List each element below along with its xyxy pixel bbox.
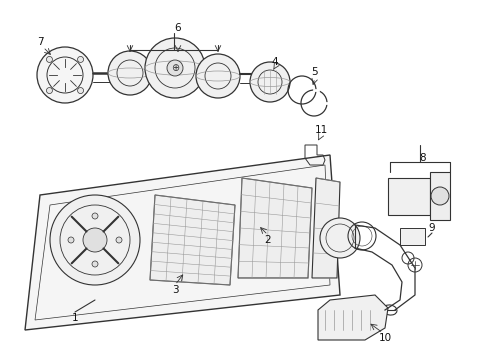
Polygon shape	[399, 228, 424, 245]
Circle shape	[430, 187, 448, 205]
Text: 8: 8	[419, 153, 426, 163]
Circle shape	[196, 54, 240, 98]
Polygon shape	[311, 178, 339, 278]
Text: 5: 5	[311, 67, 318, 77]
Polygon shape	[238, 178, 311, 278]
Text: 9: 9	[428, 223, 434, 233]
Polygon shape	[387, 178, 429, 215]
Text: 1: 1	[72, 313, 78, 323]
Text: 7: 7	[37, 37, 43, 47]
Circle shape	[116, 237, 122, 243]
Text: 11: 11	[314, 125, 327, 135]
Circle shape	[145, 38, 204, 98]
Circle shape	[319, 218, 359, 258]
Text: 4: 4	[271, 57, 278, 67]
Circle shape	[83, 228, 107, 252]
Text: 2: 2	[264, 235, 271, 245]
Circle shape	[249, 62, 289, 102]
Text: 6: 6	[174, 23, 181, 33]
Circle shape	[78, 87, 83, 94]
Circle shape	[68, 237, 74, 243]
Text: ⊕: ⊕	[171, 63, 179, 73]
Circle shape	[92, 213, 98, 219]
Circle shape	[92, 261, 98, 267]
Circle shape	[46, 87, 52, 94]
Circle shape	[37, 47, 93, 103]
Polygon shape	[150, 195, 235, 285]
Circle shape	[108, 51, 152, 95]
Circle shape	[50, 195, 140, 285]
Polygon shape	[25, 155, 339, 330]
Circle shape	[167, 60, 183, 76]
Polygon shape	[429, 172, 449, 220]
Circle shape	[46, 57, 52, 62]
Circle shape	[78, 57, 83, 62]
Polygon shape	[317, 295, 387, 340]
Text: 10: 10	[378, 333, 391, 343]
Text: 3: 3	[171, 285, 178, 295]
